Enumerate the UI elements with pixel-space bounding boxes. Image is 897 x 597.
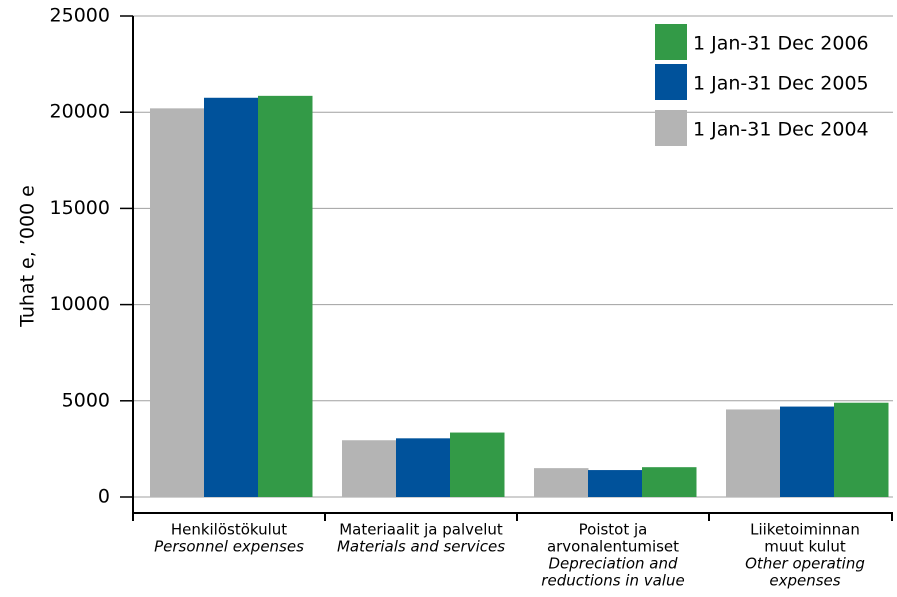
bar xyxy=(534,468,589,497)
legend-label: 1 Jan-31 Dec 2004 xyxy=(693,119,869,141)
x-tick-label: Other operating xyxy=(745,555,865,573)
legend-label: 1 Jan-31 Dec 2005 xyxy=(693,73,869,95)
x-tick-label: Materiaalit ja palvelut xyxy=(339,521,503,539)
y-tick-label: 0 xyxy=(98,486,110,508)
bar xyxy=(204,97,259,498)
x-tick-label: arvonalentumiset xyxy=(547,538,679,556)
bar xyxy=(150,108,205,498)
bar xyxy=(780,406,835,497)
bar xyxy=(342,440,397,497)
x-tick-label: muut kulut xyxy=(764,538,846,556)
x-tick-label: Materials and services xyxy=(337,538,505,556)
bar xyxy=(258,95,313,497)
x-tick-label: reductions in value xyxy=(541,572,684,590)
y-tick-label: 15000 xyxy=(50,197,110,219)
x-tick-label: Depreciation and xyxy=(548,555,678,573)
bar xyxy=(834,402,889,497)
x-tick-label: expenses xyxy=(769,572,840,590)
y-tick-label: 5000 xyxy=(62,389,110,411)
y-axis-label: Tuhat e, ’000 e xyxy=(17,185,39,328)
x-tick-label: Henkilöstökulut xyxy=(171,521,287,539)
legend-swatch xyxy=(655,64,687,100)
legend-swatch xyxy=(655,24,687,60)
x-tick-label: Poistot ja xyxy=(579,521,648,539)
y-tick-label: 20000 xyxy=(50,101,110,123)
bar xyxy=(588,470,643,497)
legend-label: 1 Jan-31 Dec 2006 xyxy=(693,33,869,55)
bar xyxy=(726,409,781,497)
bar xyxy=(450,432,505,497)
y-tick-label: 10000 xyxy=(50,293,110,315)
bar xyxy=(642,467,697,497)
x-tick-label: Liiketoiminnan xyxy=(750,521,860,539)
bar xyxy=(396,438,451,497)
x-tick-label: Personnel expenses xyxy=(154,538,304,556)
legend-swatch xyxy=(655,110,687,146)
y-tick-label: 25000 xyxy=(50,5,110,27)
